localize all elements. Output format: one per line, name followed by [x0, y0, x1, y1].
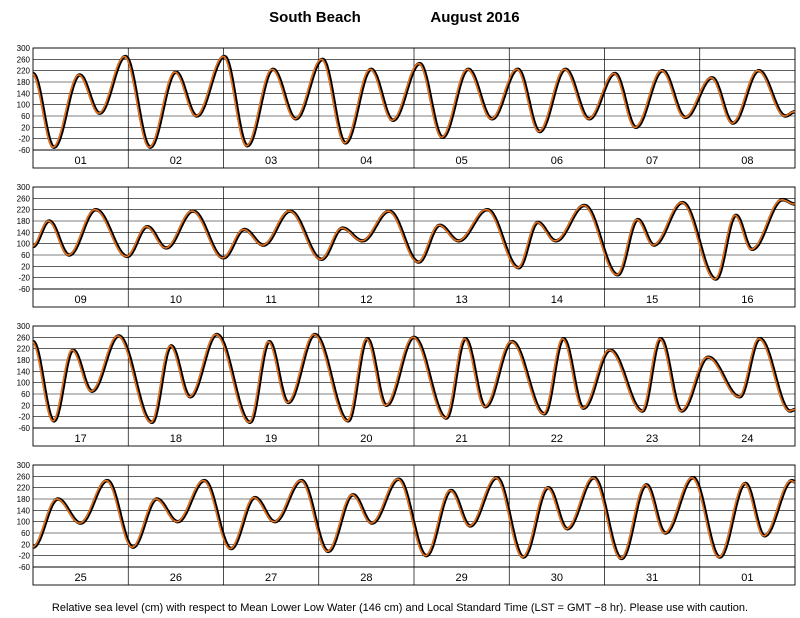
day-label: 04	[360, 155, 372, 167]
day-label: 05	[456, 155, 468, 167]
panel-frame	[32, 47, 796, 169]
y-tick-label: 180	[17, 356, 31, 365]
day-label: 01	[741, 572, 753, 584]
day-label: 26	[170, 572, 182, 584]
y-tick-label: -60	[18, 285, 30, 294]
day-label: 12	[360, 294, 372, 306]
y-tick-label: 260	[17, 333, 31, 342]
y-tick-label: 220	[17, 484, 31, 493]
y-tick-label: 20	[21, 123, 30, 132]
day-label: 16	[741, 294, 753, 306]
predicted-series-line	[32, 476, 795, 560]
day-label: 08	[741, 155, 753, 167]
chart-title-period: August 2016	[430, 9, 519, 26]
y-tick-label: -20	[18, 135, 30, 144]
day-label: 20	[360, 433, 372, 445]
y-tick-label: 300	[17, 461, 31, 470]
y-tick-label: 20	[21, 540, 30, 549]
tide-panel: 300 260 220 180 140 100 60 20 -20 -60 17 18 19 20 21 22…	[17, 322, 796, 447]
chart-title-location: South Beach	[269, 9, 361, 26]
day-label: 17	[75, 433, 87, 445]
day-label: 06	[551, 155, 563, 167]
day-label: 19	[265, 433, 277, 445]
day-label: 18	[170, 433, 182, 445]
y-tick-label: -60	[18, 563, 30, 572]
day-label: 24	[741, 433, 753, 445]
chart-footnote: Relative sea level (cm) with respect to …	[52, 602, 748, 614]
y-tick-label: 140	[17, 89, 31, 98]
day-label: 31	[646, 572, 658, 584]
y-tick-label: 220	[17, 67, 31, 76]
y-tick-label: 60	[21, 251, 30, 260]
day-label: 28	[360, 572, 372, 584]
day-label: 14	[551, 294, 563, 306]
day-label: 10	[170, 294, 182, 306]
tide-panel: 300 260 220 180 140 100 60 20 -20 -60 25 26 27 28 29 30…	[17, 461, 796, 586]
y-tick-label: 260	[17, 55, 31, 64]
y-tick-label: 100	[17, 379, 31, 388]
predicted-series-line	[32, 55, 795, 148]
day-label: 13	[456, 294, 468, 306]
y-tick-label: 220	[17, 206, 31, 215]
tide-panel: 300 260 220 180 140 100 60 20 -20 -60 09 10 11 12 13 14…	[17, 183, 796, 308]
day-label: 22	[551, 433, 563, 445]
y-tick-label: 60	[21, 390, 30, 399]
predicted-series-line	[32, 333, 795, 424]
panel-frame	[32, 186, 796, 308]
panels-group: 300 260 220 180 140 100 60 20 -20 -60 01 02 03 04 05 06…	[17, 44, 796, 586]
panel-frame	[32, 325, 796, 447]
day-label: 11	[265, 294, 276, 306]
y-tick-label: 100	[17, 518, 31, 527]
day-label: 02	[170, 155, 182, 167]
y-tick-label: 60	[21, 112, 30, 121]
day-label: 03	[265, 155, 277, 167]
y-tick-label: 180	[17, 78, 31, 87]
y-tick-label: 300	[17, 44, 31, 53]
y-tick-label: 60	[21, 529, 30, 538]
y-tick-label: 140	[17, 367, 31, 376]
y-tick-label: 300	[17, 183, 31, 192]
y-tick-label: 140	[17, 228, 31, 237]
y-tick-label: -20	[18, 274, 30, 283]
y-tick-label: -60	[18, 424, 30, 433]
observed-series-line	[32, 54, 796, 149]
day-label: 27	[265, 572, 277, 584]
day-label: 23	[646, 433, 658, 445]
tide-panel: 300 260 220 180 140 100 60 20 -20 -60 01 02 03 04 05 06…	[17, 44, 796, 169]
day-label: 15	[646, 294, 658, 306]
panel-frame	[32, 464, 796, 586]
y-tick-label: -20	[18, 552, 30, 561]
y-tick-label: 180	[17, 217, 31, 226]
predicted-series-line	[32, 199, 795, 280]
y-tick-label: 20	[21, 262, 30, 271]
y-tick-label: 100	[17, 240, 31, 249]
day-label: 09	[75, 294, 87, 306]
day-label: 30	[551, 572, 563, 584]
y-tick-label: 260	[17, 472, 31, 481]
y-tick-label: 100	[17, 101, 31, 110]
day-label: 07	[646, 155, 658, 167]
y-tick-label: 300	[17, 322, 31, 331]
y-tick-label: -60	[18, 146, 30, 155]
y-tick-label: 20	[21, 401, 30, 410]
day-label: 29	[456, 572, 468, 584]
day-label: 21	[456, 433, 468, 445]
y-tick-label: 260	[17, 194, 31, 203]
y-tick-label: 220	[17, 345, 31, 354]
y-tick-label: 140	[17, 506, 31, 515]
y-tick-label: -20	[18, 413, 30, 422]
day-label: 01	[75, 155, 87, 167]
day-label: 25	[75, 572, 87, 584]
y-tick-label: 180	[17, 495, 31, 504]
